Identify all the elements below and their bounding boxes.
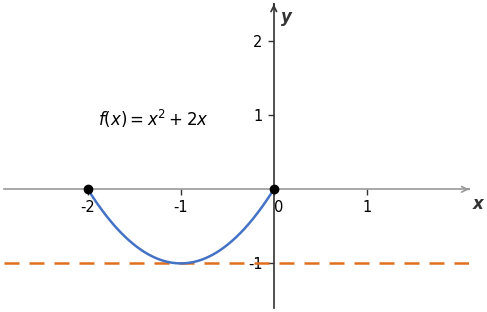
Text: y: y <box>281 8 292 26</box>
Text: x: x <box>473 195 484 213</box>
Text: $f(x) = x^2 + 2x$: $f(x) = x^2 + 2x$ <box>97 108 208 130</box>
